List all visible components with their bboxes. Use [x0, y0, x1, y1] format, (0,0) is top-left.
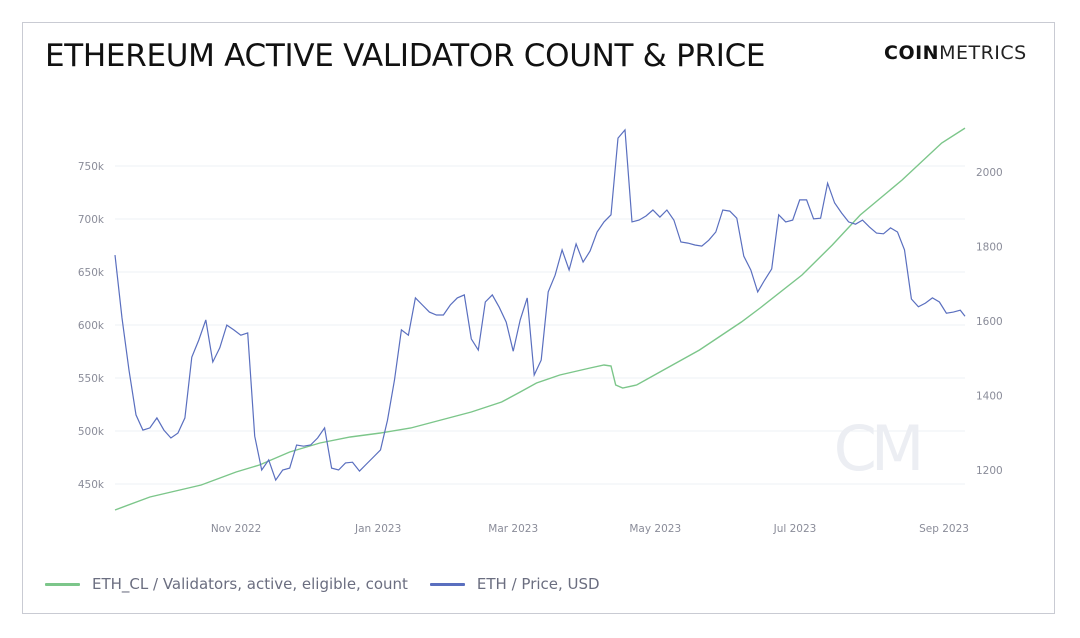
y-left-tick-label: 500k	[78, 426, 105, 438]
logo-light-text: METRICS	[939, 42, 1027, 64]
x-tick-label: May 2023	[629, 523, 681, 535]
y-right-tick-label: 1400	[976, 391, 1003, 403]
legend-label-validators: ETH_CL / Validators, active, eligible, c…	[92, 575, 408, 593]
y-left-tick-label: 750k	[78, 161, 105, 173]
chart-title: ETHEREUM ACTIVE VALIDATOR COUNT & PRICE	[45, 38, 766, 74]
y-right-tick-label: 1600	[976, 316, 1003, 328]
gridlines	[115, 165, 965, 485]
x-tick-label: Jan 2023	[354, 523, 401, 535]
y-axis-right-ticks: 1200 1400 1600 1800 2000	[976, 167, 1003, 477]
y-left-tick-label: 600k	[78, 320, 105, 332]
price-series-line	[114, 128, 966, 482]
coinmetrics-logo: COINMETRICS	[884, 42, 1027, 64]
x-tick-label: Sep 2023	[919, 523, 969, 535]
chart-card	[22, 22, 1055, 614]
y-left-tick-label: 650k	[78, 267, 105, 279]
y-left-tick-label: 450k	[78, 479, 105, 491]
y-axis-left-ticks: 450k 500k 550k 600k 650k 700k 750k	[78, 161, 105, 491]
y-left-tick-label: 550k	[78, 373, 105, 385]
legend-swatch-validators	[45, 582, 80, 586]
legend-label-price: ETH / Price, USD	[476, 575, 600, 593]
x-tick-label: Mar 2023	[488, 523, 538, 535]
legend-item-price[interactable]: ETH / Price, USD	[429, 575, 600, 593]
legend-item-validators[interactable]: ETH_CL / Validators, active, eligible, c…	[45, 575, 408, 593]
x-tick-label: Nov 2022	[211, 523, 262, 535]
y-right-tick-label: 2000	[976, 167, 1003, 179]
y-right-tick-label: 1800	[976, 242, 1003, 254]
legend-swatch-price	[429, 582, 465, 586]
x-tick-label: Jul 2023	[773, 523, 817, 535]
x-axis-ticks: Nov 2022 Jan 2023 Mar 2023 May 2023 Jul 2023…	[211, 523, 969, 535]
watermark-logo: CM	[834, 412, 919, 485]
chart-legend: ETH_CL / Validators, active, eligible, c…	[45, 575, 622, 593]
logo-bold-text: COIN	[884, 42, 940, 64]
y-left-tick-label: 700k	[78, 214, 105, 226]
y-right-tick-label: 1200	[976, 465, 1003, 477]
